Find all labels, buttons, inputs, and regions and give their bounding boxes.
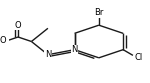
Text: Cl: Cl — [134, 53, 143, 62]
Text: O: O — [0, 36, 6, 45]
Text: Br: Br — [94, 8, 104, 17]
Text: N: N — [45, 50, 51, 59]
Text: N: N — [71, 45, 78, 54]
Text: O: O — [15, 21, 21, 30]
